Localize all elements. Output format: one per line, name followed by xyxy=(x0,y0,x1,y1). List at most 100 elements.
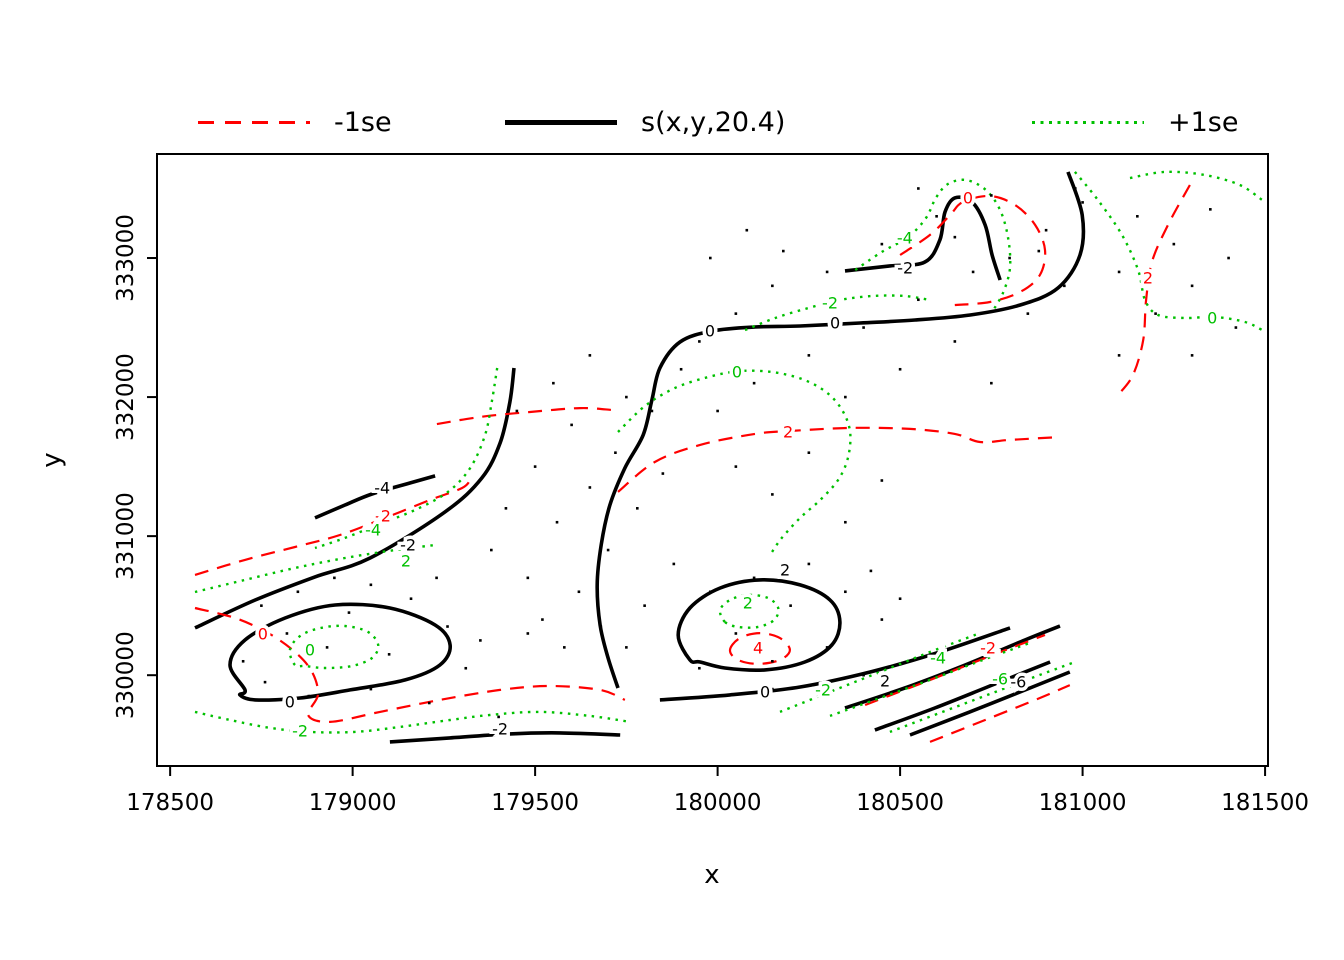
contour-line xyxy=(194,367,516,630)
data-point xyxy=(1117,270,1121,274)
contour-label: -2 xyxy=(822,293,838,312)
data-point xyxy=(409,597,413,601)
contour-label: -2 xyxy=(980,638,996,657)
contour-line xyxy=(288,624,380,670)
contour-label: -4 xyxy=(365,521,381,540)
data-point xyxy=(771,687,774,691)
y-tick-label: 333000 xyxy=(113,214,139,302)
data-point xyxy=(464,666,468,670)
legend-item-smooth: s(x,y,20.4) xyxy=(505,103,785,141)
contour-label: -2 xyxy=(400,536,416,555)
x-tick-label: 179500 xyxy=(491,790,579,816)
data-point xyxy=(844,590,847,594)
data-point xyxy=(296,590,300,594)
contour-label: -2 xyxy=(815,680,831,699)
data-point xyxy=(625,395,628,399)
contour-label: 2 xyxy=(780,560,790,579)
data-point xyxy=(1234,326,1238,329)
data-point xyxy=(599,625,603,628)
contour-label: -2 xyxy=(375,506,391,525)
plot-frame xyxy=(156,153,1269,767)
data-point xyxy=(771,493,774,496)
data-point xyxy=(953,340,957,343)
data-point xyxy=(734,632,738,635)
contour-label: -4 xyxy=(982,641,998,660)
contour-line xyxy=(194,543,436,594)
data-point xyxy=(490,548,493,552)
data-point xyxy=(1136,214,1139,218)
data-point xyxy=(479,639,482,642)
contour-line xyxy=(617,426,1061,493)
data-point xyxy=(880,479,884,482)
data-point xyxy=(807,354,811,357)
data-point xyxy=(752,576,756,580)
data-point xyxy=(1117,354,1121,357)
contour-label: 0 xyxy=(305,641,315,660)
data-point xyxy=(570,423,573,427)
contour-line xyxy=(659,626,1011,702)
data-point xyxy=(672,562,676,566)
data-point xyxy=(917,187,920,190)
contour-label: -6 xyxy=(992,669,1008,688)
data-point xyxy=(716,409,719,413)
data-point xyxy=(427,701,431,705)
data-point xyxy=(387,653,391,656)
data-point xyxy=(369,687,373,691)
y-tick-label: 330000 xyxy=(113,631,139,719)
contour-line xyxy=(909,670,1071,737)
data-point xyxy=(260,604,263,607)
data-point xyxy=(917,298,920,302)
contour-line xyxy=(929,684,1071,743)
contour-line xyxy=(899,194,1047,307)
data-point xyxy=(504,507,508,510)
data-point xyxy=(869,569,873,573)
data-point xyxy=(990,194,993,197)
data-point xyxy=(1190,354,1194,357)
contour-line xyxy=(844,624,1061,710)
contour-label: 0 xyxy=(285,692,295,711)
data-point xyxy=(734,465,738,468)
data-point xyxy=(771,659,774,663)
x-tick-label: 180000 xyxy=(674,790,762,816)
data-point xyxy=(862,326,865,329)
contour-line xyxy=(874,660,1051,732)
contour-line xyxy=(436,406,612,426)
contour-line xyxy=(854,178,1012,313)
data-point xyxy=(935,214,938,218)
data-point xyxy=(825,270,829,274)
data-point xyxy=(789,604,792,607)
contour-label: -2 xyxy=(292,721,308,740)
data-point xyxy=(1044,228,1048,232)
data-point xyxy=(844,395,847,399)
data-point xyxy=(1081,201,1084,204)
data-point xyxy=(1026,312,1030,315)
data-point xyxy=(807,451,811,454)
data-point xyxy=(661,472,665,475)
contour-label: 0 xyxy=(705,322,715,341)
contour-label: -4 xyxy=(930,648,946,667)
data-point xyxy=(1008,256,1011,260)
contour-line xyxy=(1073,171,1263,332)
data-point xyxy=(1190,284,1194,288)
data-point xyxy=(606,548,610,552)
data-point xyxy=(825,646,829,649)
contour-line xyxy=(744,294,931,332)
data-point xyxy=(307,694,311,698)
data-point xyxy=(771,284,774,288)
x-tick-label: 179000 xyxy=(309,790,397,816)
data-point xyxy=(752,381,756,385)
contour-line xyxy=(389,731,621,744)
data-point xyxy=(588,354,592,357)
data-point xyxy=(526,576,530,580)
contour-line xyxy=(1117,184,1191,396)
data-point xyxy=(880,242,884,246)
contour-line xyxy=(718,593,780,629)
data-point xyxy=(515,409,519,413)
legend-label-smooth: s(x,y,20.4) xyxy=(641,106,786,138)
legend-label-plus-1se: +1se xyxy=(1168,106,1239,138)
data-point xyxy=(825,680,829,684)
data-point xyxy=(406,562,409,566)
data-point xyxy=(898,367,902,371)
contour-label: 2 xyxy=(880,672,890,691)
